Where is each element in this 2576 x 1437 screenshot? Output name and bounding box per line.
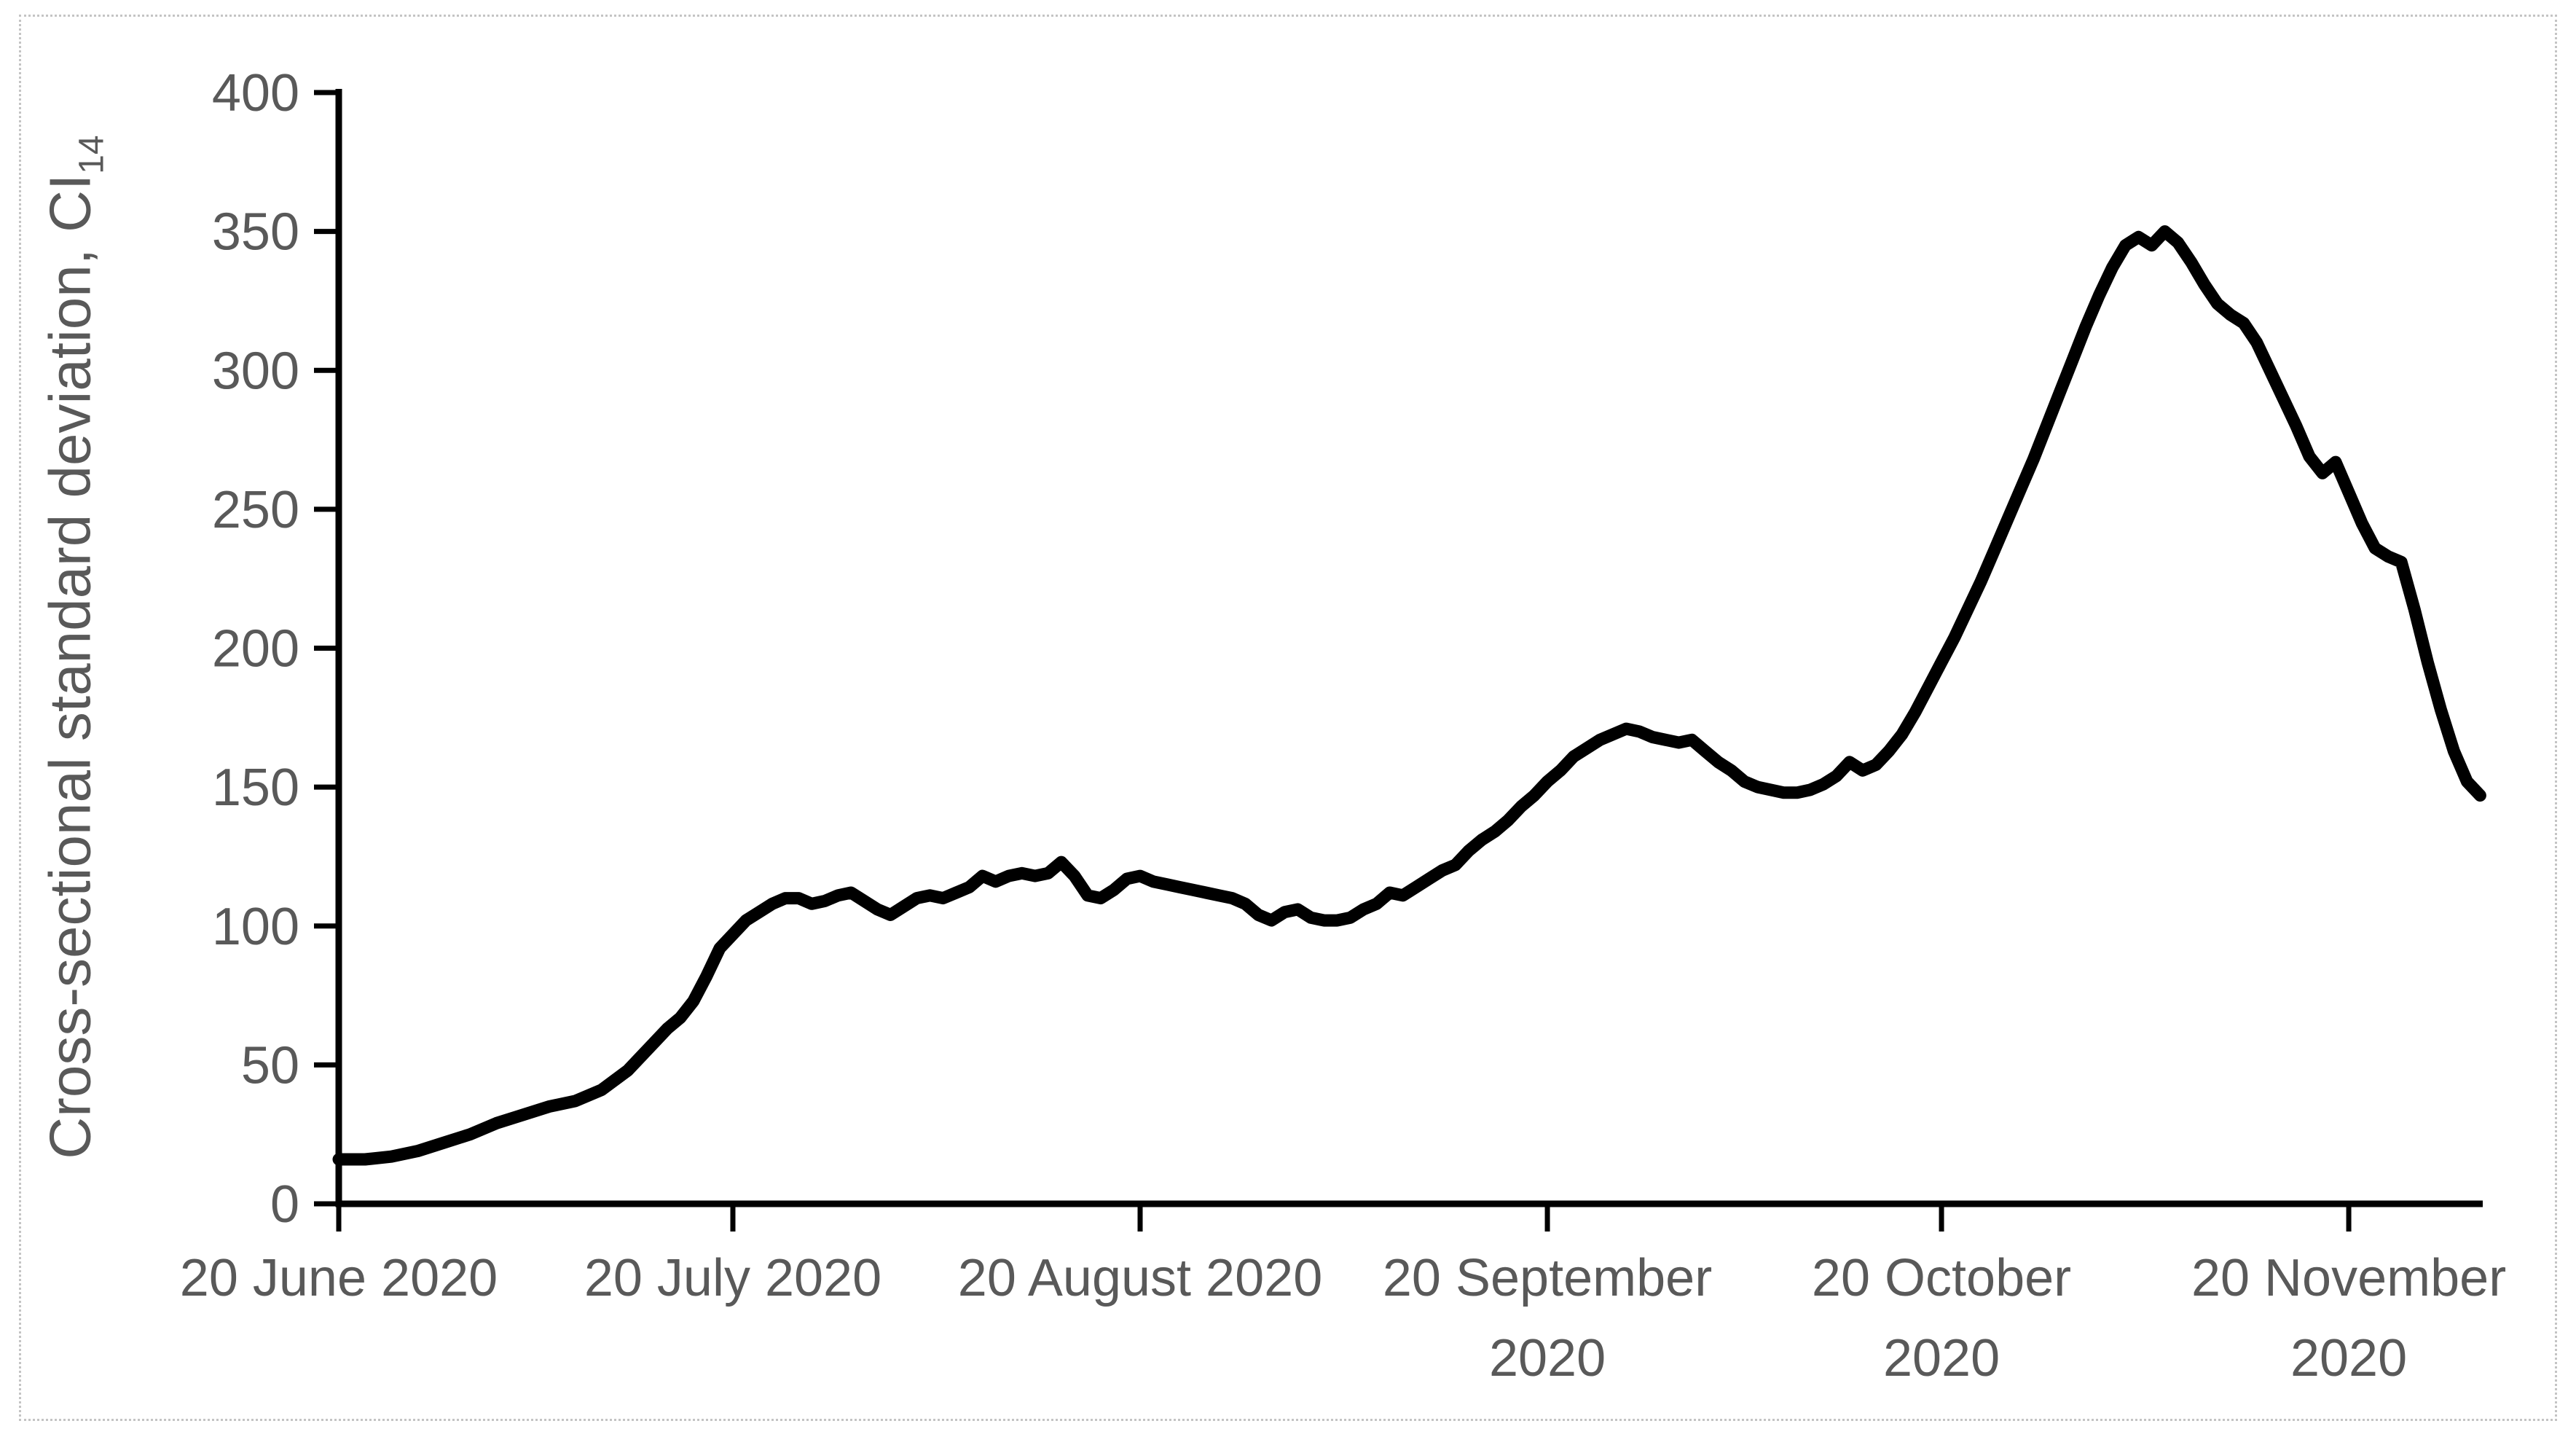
- y-tick-label: 250: [212, 481, 299, 539]
- y-tick-label: 300: [212, 342, 299, 400]
- y-tick-label: 200: [212, 620, 299, 678]
- x-tick-label: 2020: [2290, 1329, 2407, 1387]
- x-tick-label: 20 July 2020: [584, 1249, 881, 1307]
- x-tick-label: 20 November: [2191, 1249, 2506, 1307]
- chart-border: [19, 15, 2557, 1421]
- x-tick-label: 20 August 2020: [958, 1249, 1322, 1307]
- y-tick-label: 50: [241, 1036, 299, 1095]
- y-tick-label: 100: [212, 898, 299, 956]
- x-tick-label: 20 September: [1383, 1249, 1712, 1307]
- x-tick-label: 20 June 2020: [180, 1249, 498, 1307]
- x-tick-label: 20 October: [1812, 1249, 2071, 1307]
- y-tick-label: 150: [212, 759, 299, 817]
- y-tick-label: 400: [212, 64, 299, 122]
- y-tick-label: 350: [212, 203, 299, 262]
- x-tick-label: 2020: [1883, 1329, 2000, 1387]
- x-tick-label: 2020: [1489, 1329, 1606, 1387]
- y-tick-label: 0: [270, 1175, 299, 1234]
- series-line: [332, 225, 2486, 1166]
